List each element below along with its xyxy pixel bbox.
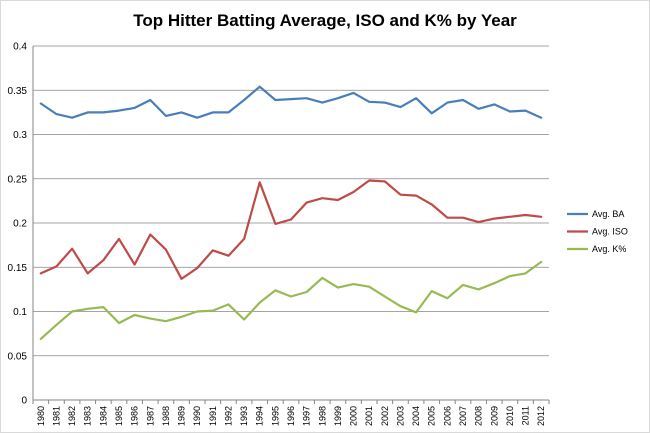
- x-tick-label: 1986: [130, 406, 140, 426]
- x-tick-label: 2002: [380, 406, 390, 426]
- x-tick-label: 1990: [192, 406, 202, 426]
- x-tick-label: 2007: [458, 406, 468, 426]
- y-tick-label: 0.4: [13, 42, 27, 53]
- series-line-3: [39, 260, 543, 340]
- chart-title: Top Hitter Batting Average, ISO and K% b…: [133, 11, 517, 30]
- x-tick-label: 1983: [83, 406, 93, 426]
- y-tick-label: 0.3: [13, 130, 27, 141]
- x-tick-label: 1997: [302, 406, 312, 426]
- x-tick-label: 2010: [505, 406, 515, 426]
- y-tick-label: 0.05: [8, 351, 28, 362]
- x-tick-label: 1991: [208, 406, 218, 426]
- series-lines: [39, 85, 543, 340]
- x-tick-label: 1999: [333, 406, 343, 426]
- y-tick-label: 0: [21, 396, 27, 407]
- legend-label: Avg. ISO: [592, 227, 628, 237]
- legend: Avg. BA Avg. ISO Avg. K%: [567, 209, 628, 254]
- x-tick-label: 1985: [114, 406, 124, 426]
- x-tick-label: 1994: [255, 406, 265, 426]
- x-tick-label: 1996: [286, 406, 296, 426]
- x-tick-label: 1998: [317, 406, 327, 426]
- x-tick-label: 2005: [427, 406, 437, 426]
- x-tick-label: 1995: [270, 406, 280, 426]
- series-line-1: [39, 85, 543, 119]
- x-tick-label: 1984: [98, 406, 108, 426]
- x-tick-label: 1982: [67, 406, 77, 426]
- y-tick-label: 0.2: [13, 219, 27, 230]
- x-tick-label: 1989: [177, 406, 187, 426]
- legend-label: Avg. BA: [592, 209, 624, 219]
- legend-label: Avg. K%: [592, 244, 626, 254]
- gridlines: [33, 45, 549, 357]
- y-tick-label: 0.25: [8, 174, 28, 185]
- x-tick-label: 2003: [395, 406, 405, 426]
- x-tick-label: 2001: [364, 406, 374, 426]
- x-tick-label: 1993: [239, 406, 249, 426]
- x-tick-label: 2000: [349, 406, 359, 426]
- x-tick-label: 2011: [521, 406, 531, 425]
- x-tick-label: 2009: [489, 406, 499, 426]
- x-tick-label: 1987: [145, 406, 155, 426]
- x-tick-label: 1981: [51, 406, 61, 426]
- y-tick-label: 0.1: [13, 307, 27, 318]
- x-tick-label: 2006: [442, 406, 452, 426]
- x-tick-label: 2004: [411, 406, 421, 426]
- series-line-2: [39, 179, 543, 280]
- x-tick-label: 2008: [474, 406, 484, 426]
- x-tick-labels: 1980 1981 1982 1983 1984 1985 1986 1987 1988 1989…: [36, 406, 546, 426]
- y-tick-label: 0.15: [8, 263, 28, 274]
- y-tick-label: 0.35: [8, 86, 28, 97]
- axes: [32, 46, 550, 404]
- x-tick-label: 2012: [536, 406, 546, 426]
- x-tick-label: 1992: [223, 406, 233, 426]
- x-tick-label: 1980: [36, 406, 46, 426]
- y-tick-labels: 0 0.05 0.1 0.15 0.2 0.25 0.3 0.35 0.4: [8, 42, 28, 407]
- x-tick-label: 1988: [161, 406, 171, 426]
